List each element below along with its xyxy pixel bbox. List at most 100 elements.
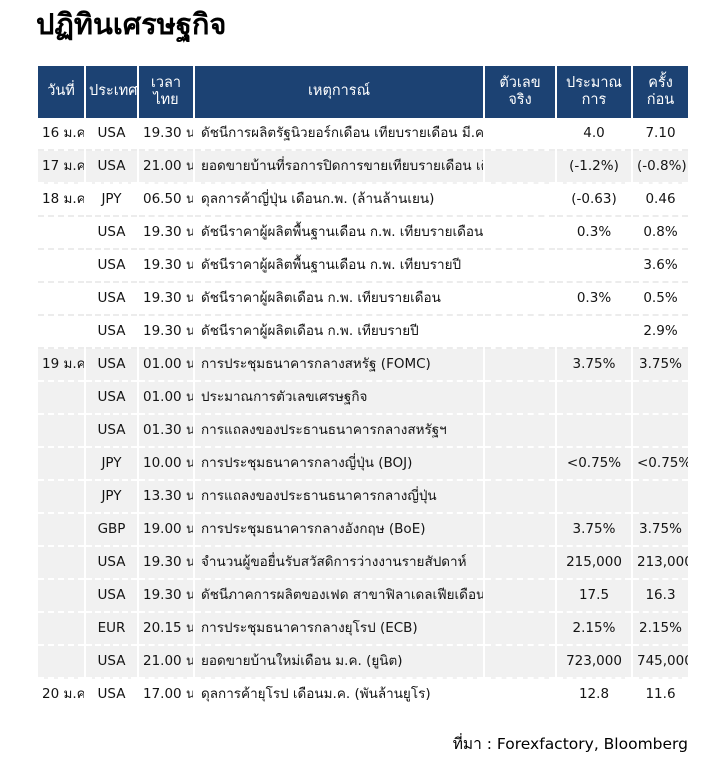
- cell-event: ดัชนีราคาผู้ผลิตพื้นฐานเดือน ก.พ. เทียบร…: [195, 250, 483, 283]
- cell-actual: [485, 184, 555, 217]
- cell-actual: [485, 415, 555, 448]
- cell-time: 06.50 น.: [139, 184, 193, 217]
- cell-actual: [485, 679, 555, 712]
- cell-event: ยอดขายบ้านที่รอการปิดการขายเทียบรายเดือน…: [195, 151, 483, 184]
- cell-actual: [485, 151, 555, 184]
- cell-date: [38, 217, 84, 250]
- cell-time: 20.15 น.: [139, 613, 193, 646]
- cell-event: ยอดขายบ้านใหม่เดือน ม.ค. (ยูนิต): [195, 646, 483, 679]
- cell-actual: [485, 118, 555, 151]
- cell-previous: 0.5%: [633, 283, 688, 316]
- cell-time: 01.00 น.: [139, 382, 193, 415]
- page-title: ปฏิทินเศรษฐกิจ: [36, 7, 227, 41]
- cell-date: [38, 613, 84, 646]
- cell-actual: [485, 481, 555, 514]
- cell-date: [38, 283, 84, 316]
- cell-event: ดัชนีราคาผู้ผลิตพื้นฐานเดือน ก.พ. เทียบร…: [195, 217, 483, 250]
- cell-date: [38, 580, 84, 613]
- cell-date: 19 ม.ค.: [38, 349, 84, 382]
- cell-forecast: [557, 382, 631, 415]
- cell-actual: [485, 547, 555, 580]
- economic-calendar-table: วันที่ ประเทศ เวลาไทย เหตุการณ์ ตัวเลขจร…: [36, 66, 690, 712]
- column-header-time: เวลาไทย: [139, 66, 193, 118]
- cell-event: ดัชนีการผลิตรัฐนิวยอร์กเดือน เทียบรายเดื…: [195, 118, 483, 151]
- cell-date: [38, 514, 84, 547]
- cell-forecast: 0.3%: [557, 217, 631, 250]
- cell-actual: [485, 382, 555, 415]
- cell-event: การแถลงของประธานธนาคารกลางญี่ปุ่น: [195, 481, 483, 514]
- cell-actual: [485, 613, 555, 646]
- cell-event: การแถลงของประธานธนาคารกลางสหรัฐฯ: [195, 415, 483, 448]
- cell-country: USA: [86, 382, 137, 415]
- cell-time: 10.00 น.: [139, 448, 193, 481]
- cell-previous: 16.3: [633, 580, 688, 613]
- table-header: วันที่ ประเทศ เวลาไทย เหตุการณ์ ตัวเลขจร…: [38, 66, 688, 118]
- cell-date: 18 ม.ค.: [38, 184, 84, 217]
- cell-previous: [633, 481, 688, 514]
- cell-time: 19.30 น: [139, 250, 193, 283]
- cell-country: USA: [86, 217, 137, 250]
- cell-actual: [485, 349, 555, 382]
- header-row: วันที่ ประเทศ เวลาไทย เหตุการณ์ ตัวเลขจร…: [38, 66, 688, 118]
- cell-country: USA: [86, 547, 137, 580]
- cell-previous: 0.8%: [633, 217, 688, 250]
- cell-event: ดัชนีราคาผู้ผลิตเดือน ก.พ. เทียบรายปี: [195, 316, 483, 349]
- cell-previous: 3.6%: [633, 250, 688, 283]
- cell-date: 20 ม.ค.: [38, 679, 84, 712]
- cell-previous: 11.6: [633, 679, 688, 712]
- cell-date: [38, 316, 84, 349]
- cell-country: USA: [86, 580, 137, 613]
- cell-date: [38, 382, 84, 415]
- cell-country: GBP: [86, 514, 137, 547]
- cell-country: USA: [86, 283, 137, 316]
- cell-country: USA: [86, 349, 137, 382]
- cell-country: JPY: [86, 481, 137, 514]
- cell-forecast: 4.0: [557, 118, 631, 151]
- cell-actual: [485, 250, 555, 283]
- cell-forecast: 3.75%: [557, 514, 631, 547]
- cell-time: 13.30 น.: [139, 481, 193, 514]
- column-header-previous: ครั้งก่อน: [633, 66, 688, 118]
- cell-country: JPY: [86, 184, 137, 217]
- cell-date: [38, 448, 84, 481]
- column-header-actual: ตัวเลขจริง: [485, 66, 555, 118]
- cell-event: จำนวนผู้ขอยื่นรับสวัสดิการว่างงานรายสัปด…: [195, 547, 483, 580]
- cell-forecast: 12.8: [557, 679, 631, 712]
- cell-actual: [485, 283, 555, 316]
- cell-actual: [485, 217, 555, 250]
- cell-country: USA: [86, 316, 137, 349]
- cell-forecast: 723,000: [557, 646, 631, 679]
- cell-time: 19.30 น.: [139, 217, 193, 250]
- cell-actual: [485, 316, 555, 349]
- cell-forecast: (-0.63): [557, 184, 631, 217]
- cell-event: ดุลการค้ายุโรป เดือนม.ค. (พันล้านยูโร): [195, 679, 483, 712]
- cell-country: JPY: [86, 448, 137, 481]
- cell-forecast: (-1.2%): [557, 151, 631, 184]
- cell-previous: 0.46: [633, 184, 688, 217]
- cell-actual: [485, 514, 555, 547]
- table-row: USA 19.30 นดัชนีราคาผู้ผลิตพื้นฐานเดือน ก…: [38, 250, 688, 283]
- cell-actual: [485, 580, 555, 613]
- cell-event: การประชุมธนาคารกลางสหรัฐ (FOMC): [195, 349, 483, 382]
- cell-date: 17 ม.ค.: [38, 151, 84, 184]
- cell-event: ดุลการค้าญี่ปุ่น เดือนก.พ. (ล้านล้านเยน): [195, 184, 483, 217]
- cell-time: 19.00 น.: [139, 514, 193, 547]
- cell-time: 21.00 น.: [139, 151, 193, 184]
- cell-previous: 7.10: [633, 118, 688, 151]
- cell-event: การประชุมธนาคารกลางอังกฤษ (BoE): [195, 514, 483, 547]
- cell-time: 01.30 น.: [139, 415, 193, 448]
- cell-previous: [633, 415, 688, 448]
- cell-time: 01.00 น.: [139, 349, 193, 382]
- cell-time: 19.30 น.: [139, 547, 193, 580]
- cell-previous: 213,000: [633, 547, 688, 580]
